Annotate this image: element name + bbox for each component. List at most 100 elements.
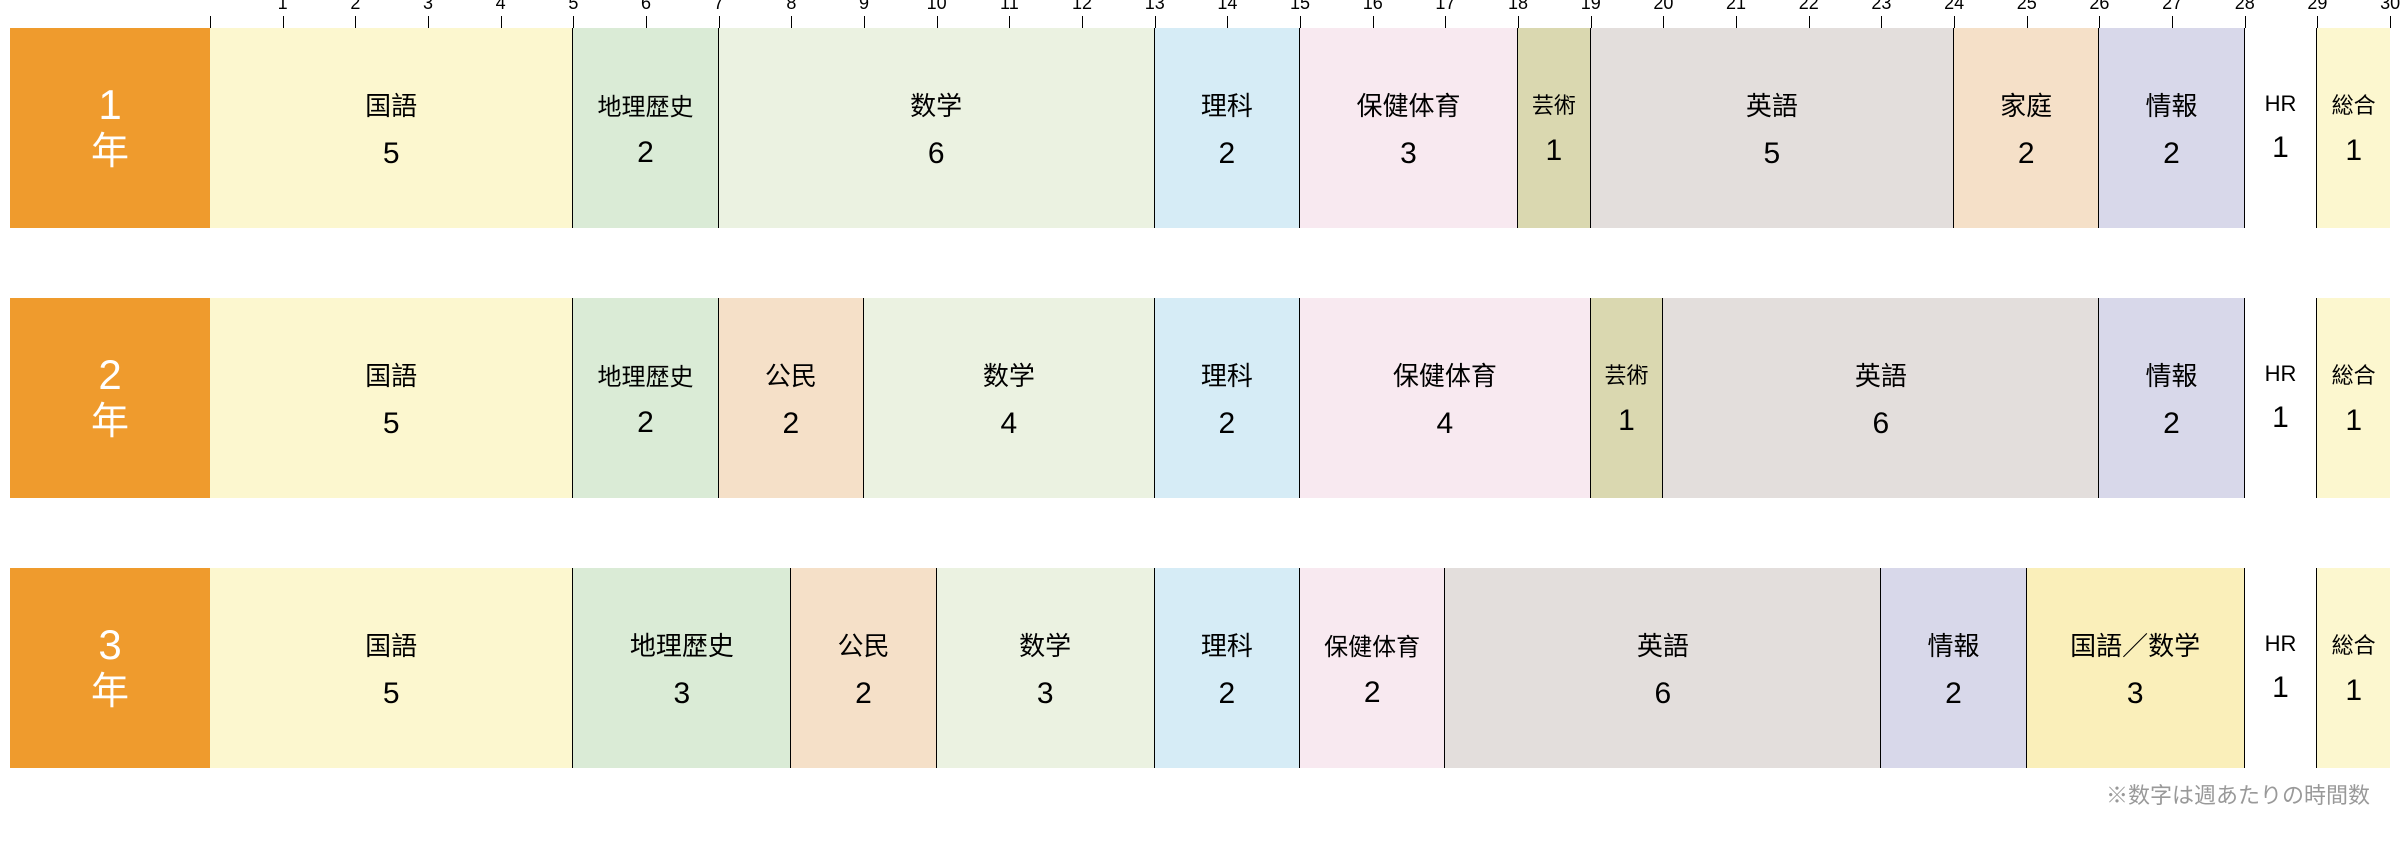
subject-hours: 1 bbox=[2272, 401, 2289, 435]
ruler-tick bbox=[1736, 16, 1737, 28]
subject-hours: 1 bbox=[1618, 404, 1635, 438]
ruler-tick bbox=[1954, 16, 1955, 28]
subject-segment: 総合1 bbox=[2317, 568, 2390, 768]
subject-hours: 3 bbox=[2127, 677, 2144, 711]
ruler-tick-label: 12 bbox=[1072, 0, 1092, 14]
subject-name: 家庭 bbox=[2000, 86, 2052, 123]
ruler-tick-label: 24 bbox=[1944, 0, 1964, 14]
subject-name: 芸術 bbox=[1532, 88, 1576, 120]
subject-name: 数学 bbox=[910, 86, 962, 123]
subject-name: 地理歴史 bbox=[598, 357, 694, 392]
ruler-tick-label: 15 bbox=[1290, 0, 1310, 14]
ruler-tick-label: 14 bbox=[1217, 0, 1237, 14]
ruler-tick bbox=[2390, 16, 2391, 28]
ruler-tick-label: 17 bbox=[1435, 0, 1455, 14]
ruler-tick bbox=[719, 16, 720, 28]
ruler-tick bbox=[501, 16, 502, 28]
subject-hours: 2 bbox=[2163, 407, 2180, 441]
subject-hours: 2 bbox=[1219, 137, 1236, 171]
subject-segment: 理科2 bbox=[1155, 298, 1300, 498]
subject-segment: 保健体育4 bbox=[1300, 298, 1591, 498]
year-bar: 国語5地理歴史3公民2数学3理科2保健体育2英語6情報2国語／数学3HR1総合1 bbox=[210, 568, 2390, 768]
ruler-tick bbox=[1227, 16, 1228, 28]
year-kanji: 年 bbox=[91, 400, 129, 446]
subject-hours: 1 bbox=[2272, 671, 2289, 705]
ruler-tick bbox=[1082, 16, 1083, 28]
subject-segment: 地理歴史3 bbox=[573, 568, 791, 768]
subject-hours: 5 bbox=[1764, 137, 1781, 171]
subject-segment: 英語6 bbox=[1663, 298, 2099, 498]
subject-segment: 公民2 bbox=[719, 298, 864, 498]
ruler-tick bbox=[791, 16, 792, 28]
subject-hours: 1 bbox=[1546, 134, 1563, 168]
year-label: 1年 bbox=[10, 28, 210, 228]
ruler-tick-label: 28 bbox=[2235, 0, 2255, 14]
subject-name: 数学 bbox=[1019, 626, 1071, 663]
subject-segment: 理科2 bbox=[1155, 28, 1300, 228]
subject-name: 情報 bbox=[2146, 86, 2198, 123]
subject-name: 理科 bbox=[1201, 626, 1253, 663]
subject-segment: 情報 2 bbox=[1881, 568, 2026, 768]
ruler-tick-label: 10 bbox=[927, 0, 947, 14]
year-number: 1 bbox=[98, 80, 121, 130]
ruler-tick-label: 29 bbox=[2307, 0, 2327, 14]
ruler-tick-label: 30 bbox=[2380, 0, 2400, 14]
ruler-tick-label: 23 bbox=[1871, 0, 1891, 14]
curriculum-chart: 1234567891011121314151617181920212223242… bbox=[0, 0, 2400, 810]
subject-name: 総合 bbox=[2332, 358, 2376, 390]
ruler-tick bbox=[2245, 16, 2246, 28]
subject-hours: 2 bbox=[1218, 677, 1235, 711]
ruler-tick-label: 9 bbox=[859, 0, 869, 14]
year-number: 3 bbox=[98, 620, 121, 670]
subject-name: 英語 bbox=[1855, 356, 1907, 393]
ruler-tick bbox=[1373, 16, 1374, 28]
ruler-tick bbox=[2172, 16, 2173, 28]
ruler-tick-label: 18 bbox=[1508, 0, 1528, 14]
subject-segment: 芸術1 bbox=[1591, 298, 1664, 498]
ruler-tick bbox=[1009, 16, 1010, 28]
subject-segment: 数学 6 bbox=[719, 28, 1155, 228]
subject-segment: 公民2 bbox=[791, 568, 936, 768]
ruler-tick-label: 22 bbox=[1799, 0, 1819, 14]
subject-hours: 6 bbox=[928, 137, 945, 171]
subject-segment: 国語／数学 3 bbox=[2027, 568, 2245, 768]
ruler-tick-label: 19 bbox=[1581, 0, 1601, 14]
ruler-tick bbox=[1300, 16, 1301, 28]
ruler-tick-label: 1 bbox=[278, 0, 288, 14]
subject-name: 数学 bbox=[983, 356, 1035, 393]
subject-hours: 3 bbox=[674, 677, 691, 711]
subject-segment: 地理歴史2 bbox=[573, 28, 718, 228]
ruler-tick bbox=[428, 16, 429, 28]
subject-name: 地理歴史 bbox=[598, 87, 694, 122]
ruler-tick bbox=[1445, 16, 1446, 28]
subject-hours: 2 bbox=[2163, 137, 2180, 171]
ruler-tick-label: 6 bbox=[641, 0, 651, 14]
subject-name: 国語 bbox=[365, 626, 417, 663]
subject-segment: 保健体育3 bbox=[1300, 28, 1518, 228]
year-bar: 国語5地理歴史2数学6理科2保健体育3芸術1英語5家庭2情報2HR1総合1 bbox=[210, 28, 2390, 228]
subject-segment: 英語6 bbox=[1445, 568, 1881, 768]
ruler-tick bbox=[2027, 16, 2028, 28]
subject-hours: 5 bbox=[383, 677, 400, 711]
subject-segment: 情報2 bbox=[2099, 298, 2244, 498]
subject-hours: 2 bbox=[1364, 676, 1381, 710]
subject-hours: 4 bbox=[1000, 407, 1017, 441]
subject-hours: 6 bbox=[1654, 677, 1671, 711]
subject-hours: 2 bbox=[1945, 677, 1962, 711]
subject-segment: 総合1 bbox=[2317, 298, 2390, 498]
subject-name: 情報 bbox=[1928, 626, 1980, 663]
subject-segment: HR1 bbox=[2245, 298, 2318, 498]
ruler-tick-label: 26 bbox=[2089, 0, 2109, 14]
ruler-tick-label: 2 bbox=[350, 0, 360, 14]
subject-name: 保健体育 bbox=[1357, 86, 1461, 123]
ruler-tick-label: 7 bbox=[714, 0, 724, 14]
subject-segment: 英語5 bbox=[1591, 28, 1954, 228]
subject-name: 保健体育 bbox=[1324, 627, 1420, 662]
subject-segment: 芸術 1 bbox=[1518, 28, 1591, 228]
subject-hours: 2 bbox=[2018, 137, 2035, 171]
year-label: 2年 bbox=[10, 298, 210, 498]
ruler-tick bbox=[1518, 16, 1519, 28]
subject-name: 国語／数学 bbox=[2070, 626, 2200, 663]
ruler-tick bbox=[355, 16, 356, 28]
year-rows: 1年国語5地理歴史2数学6理科2保健体育3芸術1英語5家庭2情報2HR1総合12… bbox=[10, 28, 2390, 768]
